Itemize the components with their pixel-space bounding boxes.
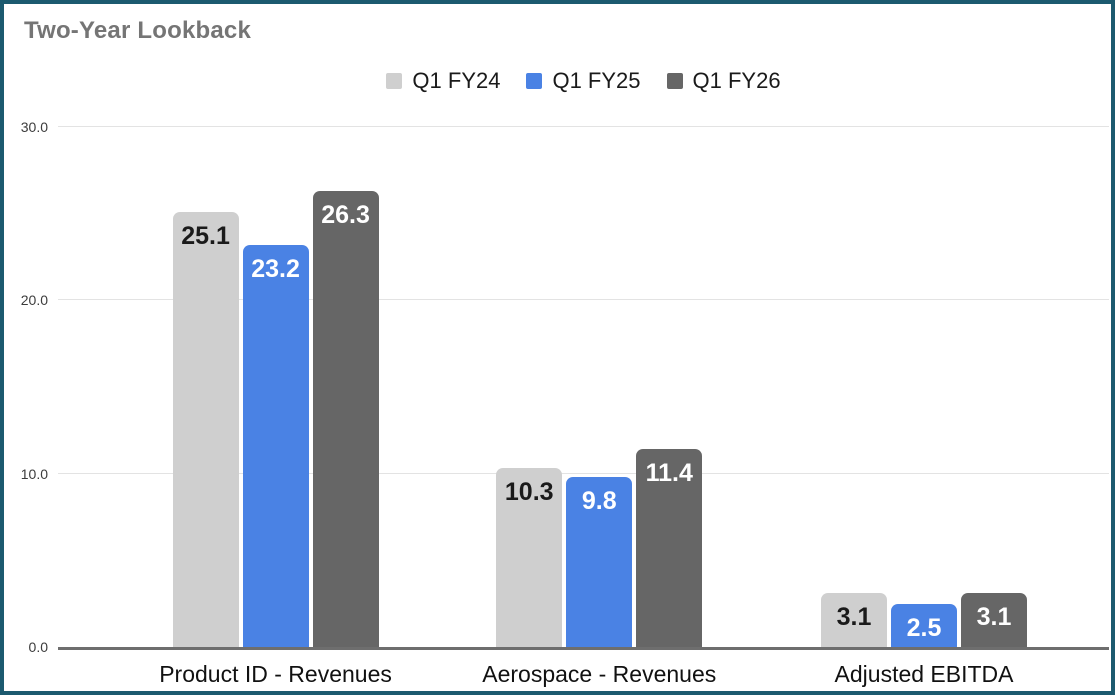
x-category-label: Adjusted EBITDA	[834, 661, 1014, 687]
bar-value-label: 3.1	[836, 603, 872, 632]
bar-group: 3.1 2.5 3.1	[821, 593, 1028, 647]
bar-value-label: 23.2	[251, 254, 300, 283]
gridline	[58, 299, 1109, 301]
bar-group: 25.1 23.2 26.3	[172, 191, 379, 647]
plot-area: 25.1 23.2 26.3 Product ID - Revenues 10.3 9.8…	[58, 126, 1109, 687]
legend-swatch-q1-fy25	[526, 73, 543, 89]
bar-value-label: 11.4	[645, 459, 693, 488]
gridline	[58, 472, 1109, 474]
bar-value-label: 9.8	[581, 487, 617, 516]
bar-value-label: 26.3	[321, 201, 370, 230]
legend-swatch-q1-fy24	[386, 73, 403, 89]
bar-value-label: 3.1	[976, 603, 1012, 632]
bar-value-label: 25.1	[181, 221, 230, 250]
bar-q1-fy25: 9.8	[566, 477, 633, 647]
legend: Q1 FY24 Q1 FY25 Q1 FY26	[58, 66, 1109, 96]
y-axis-tick-label: 20.0	[20, 292, 48, 309]
legend-swatch-q1-fy26	[666, 73, 683, 89]
bar-group: 10.3 9.8 11.4	[496, 449, 703, 647]
x-axis-line	[58, 647, 1109, 650]
bar-q1-fy24: 3.1	[821, 593, 888, 647]
bar-value-label: 10.3	[504, 478, 554, 507]
legend-item-q1-fy26: Q1 FY26	[666, 68, 781, 94]
bar-q1-fy25: 2.5	[891, 603, 958, 647]
legend-label-q1-fy25: Q1 FY25	[552, 68, 641, 93]
y-axis-tick-label: 0.0	[28, 639, 48, 655]
legend-label-q1-fy24: Q1 FY24	[412, 68, 501, 93]
bar-q1-fy25: 23.2	[242, 244, 309, 647]
bar-q1-fy24: 25.1	[172, 211, 239, 647]
x-category-label: Aerospace - Revenues	[482, 661, 717, 687]
bar-value-label: 2.5	[906, 613, 942, 642]
y-axis-tick-label: 30.0	[20, 119, 48, 135]
bar-q1-fy26: 11.4	[636, 449, 703, 647]
y-axis-tick-label: 10.0	[20, 465, 48, 482]
legend-item-q1-fy24: Q1 FY24	[386, 68, 500, 94]
gridline	[58, 126, 1109, 127]
bar-q1-fy24: 10.3	[496, 468, 563, 647]
bar-q1-fy26: 3.1	[961, 593, 1028, 647]
legend-label-q1-fy26: Q1 FY26	[692, 68, 781, 93]
x-category-label: Product ID - Revenues	[159, 661, 392, 687]
legend-item-q1-fy25: Q1 FY25	[526, 68, 641, 94]
chart-title: Two-Year Lookback	[24, 17, 252, 44]
bar-q1-fy26: 26.3	[312, 191, 379, 647]
